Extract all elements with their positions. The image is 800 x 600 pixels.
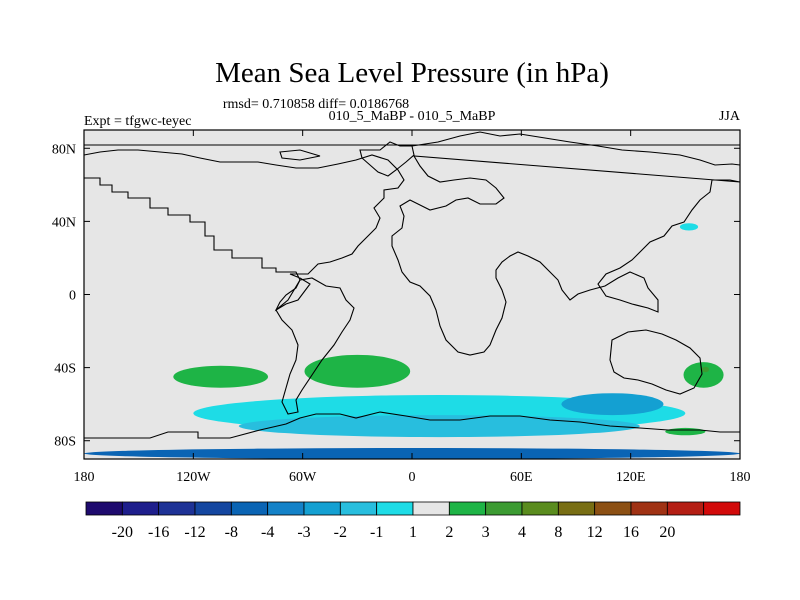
chart-title: Mean Sea Level Pressure (in hPa)	[215, 57, 609, 89]
colorbar-label-12: 8	[554, 524, 562, 541]
colorbar: -20 -16 -12 -8 -4 -3 -2 -1 1 2 3 4 8 12 16 20	[85, 501, 741, 541]
australia-coast	[609, 329, 703, 395]
colorbar-label-6: -2	[334, 524, 347, 541]
x-tick-label-0: 180	[74, 470, 95, 485]
colorbar-label-3: -8	[225, 524, 238, 541]
eurasia-africa-coast	[391, 131, 740, 356]
colorbar-swatch-2	[158, 501, 196, 516]
colorbar-swatch-7	[339, 501, 378, 516]
season-label: JJA	[719, 109, 741, 124]
colorbar-swatch-14	[594, 501, 632, 516]
antarctica-coast	[84, 411, 740, 439]
colorbar-swatch-1	[121, 501, 160, 516]
anomaly-region-1	[173, 365, 269, 388]
x-axis: 180 120W 60W 0 60E 120E 180	[74, 130, 751, 485]
stats-line: rmsd= 0.710858 diff= 0.0186768	[223, 97, 409, 112]
y-tick-label-4: 80S	[54, 435, 76, 450]
colorbar-label-7: -1	[370, 524, 383, 541]
x-tick-label-6: 180	[730, 470, 751, 485]
colorbar-label-13: 12	[587, 524, 603, 541]
colorbar-swatch-6	[303, 501, 341, 516]
coastlines	[84, 131, 740, 439]
colorbar-label-10: 3	[482, 524, 490, 541]
colorbar-label-15: 20	[659, 524, 675, 541]
north-america-coast	[84, 149, 405, 312]
anomaly-region-3	[683, 362, 724, 388]
anomaly-region-2	[304, 354, 411, 388]
colorbar-label-4: -4	[261, 524, 274, 541]
x-tick-label-2: 60W	[289, 470, 317, 485]
y-tick-label-1: 40N	[52, 215, 76, 230]
colorbar-swatch-11	[485, 501, 523, 516]
anomaly-region-4	[701, 366, 710, 373]
colorbar-swatch-12	[521, 501, 559, 516]
experiment-label: Expt = tfgwc-teyec	[84, 114, 191, 129]
colorbar-label-0: -20	[112, 524, 133, 541]
y-tick-label-0: 80N	[52, 142, 76, 157]
colorbar-label-8: 1	[409, 524, 417, 541]
y-axis: 80N 40N 0 40S 80S	[52, 142, 740, 450]
colorbar-swatch-17	[703, 501, 741, 516]
colorbar-label-9: 2	[445, 524, 453, 541]
y-tick-label-2: 0	[69, 289, 76, 304]
colorbar-label-2: -12	[184, 524, 205, 541]
y-tick-label-3: 40S	[54, 362, 76, 377]
colorbar-swatch-3	[194, 501, 232, 516]
colorbar-swatch-16	[666, 501, 705, 516]
anomaly-region-9	[561, 393, 664, 416]
colorbar-swatch-8	[376, 501, 414, 516]
subtitle: 010_5_MaBP - 010_5_MaBP	[329, 109, 496, 124]
anomaly-region-8	[238, 415, 640, 438]
colorbar-swatch-10	[448, 501, 487, 516]
x-tick-label-3: 0	[409, 470, 416, 485]
arctic-islands-coast	[84, 144, 740, 161]
anomaly-region-5	[665, 427, 706, 436]
colorbar-swatch-9	[412, 501, 450, 516]
colorbar-label-14: 16	[623, 524, 639, 541]
colorbar-swatch-5	[267, 501, 305, 516]
colorbar-label-1: -16	[148, 524, 169, 541]
colorbar-label-5: -3	[297, 524, 310, 541]
colorbar-swatch-0	[85, 501, 123, 516]
colorbar-label-11: 4	[518, 524, 526, 541]
colorbar-swatch-15	[630, 501, 668, 516]
x-tick-label-4: 60E	[510, 470, 533, 485]
colorbar-swatch-13	[557, 501, 596, 516]
anomaly-region-6	[679, 223, 699, 231]
colorbar-swatch-4	[230, 501, 269, 516]
x-tick-label-5: 120E	[616, 470, 646, 485]
greenland-coast	[359, 141, 415, 177]
south-america-coast	[275, 277, 355, 415]
anomaly-regions	[84, 223, 740, 459]
x-tick-label-1: 120W	[176, 470, 211, 485]
